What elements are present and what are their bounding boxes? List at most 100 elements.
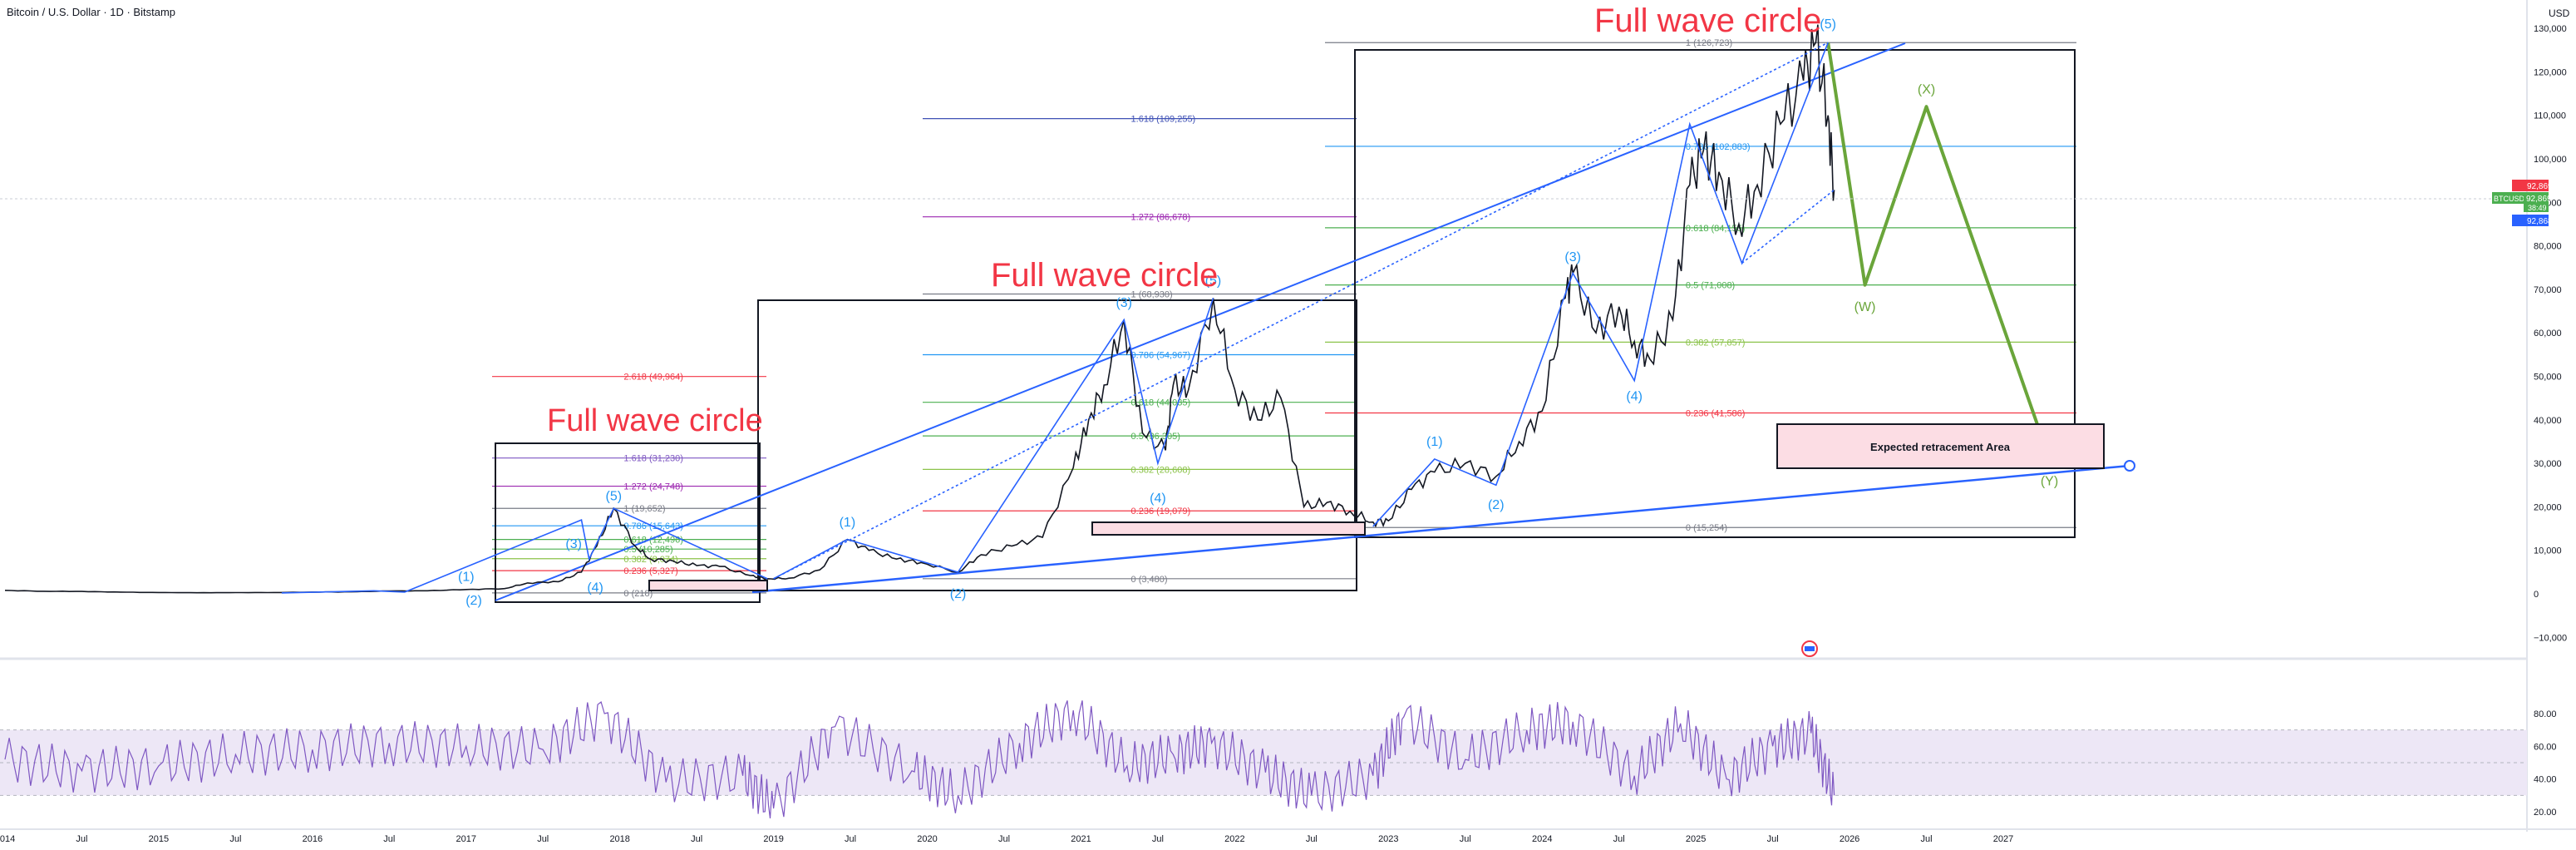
price-tick-label: 10,000 (2534, 546, 2562, 556)
fib-level-label: 0 (15,254) (1686, 523, 1727, 533)
fib-level-label: 1.272 (86,678) (1131, 213, 1191, 223)
wave-boxes[interactable] (495, 49, 2076, 603)
fib-level-label: 1 (126,723) (1686, 38, 1732, 48)
time-tick-label: Jul (537, 834, 549, 844)
wave-path[interactable] (1372, 42, 1829, 527)
price-tick-label: 130,000 (2534, 24, 2567, 34)
wave-label-4: (4) (1150, 492, 1166, 506)
wave-labels: (1) (2) (3) (4) (5) (1) (2) (3) (4) (5) (1) (2) (3) (… (458, 17, 2058, 608)
price-tick-label: 0 (2534, 590, 2539, 600)
wave-label-2: (2) (950, 587, 967, 601)
wave-label-4: (4) (587, 581, 603, 595)
time-tick-label: Jul (1152, 834, 1164, 844)
time-tick-label: Jul (1460, 834, 1471, 844)
time-tick-label: 2022 (1224, 834, 1244, 844)
ask-badge: 92,869 (2512, 180, 2553, 191)
rsi-tick-label: 40.00 (2534, 775, 2557, 785)
wave-label-2: (2) (465, 594, 482, 608)
rsi-tick-label: 80.00 (2534, 709, 2557, 719)
fib-level-label: 0.5 (71,008) (1686, 281, 1735, 291)
wave-label-3: (3) (1564, 250, 1581, 264)
wave-paths[interactable] (281, 42, 1835, 594)
time-tick-label: 2019 (763, 834, 783, 844)
time-tick-label: Jul (1306, 834, 1318, 844)
price-tick-label: 110,000 (2534, 111, 2566, 121)
wave-label-3: (3) (565, 537, 582, 551)
svg-text:92,869: 92,869 (2526, 195, 2552, 204)
event-flag-icon[interactable] (1801, 640, 1818, 657)
fib-level-label: 2.618 (49,964) (623, 373, 683, 383)
axes: 130,000120,000110,000100,00090,00080,000… (0, 24, 2567, 844)
projection-label-y: (Y) (2041, 474, 2058, 488)
price-tick-label: 100,000 (2534, 155, 2567, 165)
projection-label-x: (X) (1918, 83, 1935, 97)
fib-level-label: 0.236 (19,079) (1131, 507, 1191, 516)
projection-path[interactable] (1826, 42, 2051, 460)
fib-level-label: 1.618 (109,255) (1131, 115, 1196, 125)
wave-box[interactable] (757, 299, 1357, 591)
time-tick-label: 2014 (0, 834, 15, 844)
wave-box[interactable] (1354, 49, 2076, 538)
wave-label-5: (5) (1820, 17, 1836, 32)
time-tick-label: Jul (691, 834, 702, 844)
wave-label-1: (1) (1426, 435, 1443, 449)
symbol-title[interactable]: Bitcoin / U.S. Dollar · 1D · Bitstamp (7, 6, 175, 18)
time-tick-label: 2018 (609, 834, 629, 844)
price-series (4, 24, 2051, 594)
price-tick-label: 40,000 (2534, 416, 2562, 426)
wave-title-3[interactable]: Full wave circle (1594, 2, 1821, 39)
time-tick-label: 2021 (1071, 834, 1091, 844)
price-tick-label: 50,000 (2534, 373, 2562, 383)
main-pane[interactable] (0, 0, 2527, 657)
projection-label-w: (W) (1854, 300, 1876, 314)
trendline-handle[interactable] (2124, 460, 2135, 472)
price-line (4, 24, 1835, 594)
svg-text:38:49: 38:49 (2528, 204, 2547, 212)
fib-level-label: 0.786 (102,883) (1686, 142, 1751, 152)
retracement-area-label: Expected retracement Area (1870, 441, 2011, 453)
lower-trend-line[interactable] (751, 464, 2130, 594)
upper-trend-line[interactable] (495, 42, 1906, 601)
time-tick-label: Jul (998, 834, 1010, 844)
wave-label-4: (4) (1626, 389, 1643, 403)
wave-label-5: (5) (1205, 274, 1222, 289)
currency-label[interactable]: USD (2549, 7, 2570, 19)
wave-title-1[interactable]: Full wave circle (547, 403, 763, 438)
support-zone-1[interactable] (648, 580, 768, 591)
time-tick-label: 2017 (456, 834, 476, 844)
wave-label-5: (5) (606, 490, 623, 504)
time-tick-label: 2016 (303, 834, 323, 844)
time-tick-label: 2026 (1840, 834, 1859, 844)
fib-level-label: 0.786 (54,967) (1131, 351, 1191, 361)
price-tick-label: 70,000 (2534, 285, 2562, 295)
time-tick-label: Jul (1921, 834, 1933, 844)
fib-level-label: 0.618 (44,035) (1131, 398, 1191, 408)
fib-level-label: 1 (68,930) (1131, 289, 1173, 299)
time-tick-label: 2023 (1378, 834, 1398, 844)
price-tick-label: 30,000 (2534, 459, 2562, 469)
fib-level-label: 0.236 (41,586) (1686, 409, 1746, 419)
wave-title-2[interactable]: Full wave circle (991, 257, 1218, 294)
bid-badge: 92,868 (2512, 215, 2553, 226)
retracement-area-box[interactable] (1776, 423, 2105, 469)
fib-level-label: 1.618 (31,230) (623, 454, 683, 464)
rsi-indicator (0, 700, 2527, 818)
rsi-tick-label: 60.00 (2534, 742, 2557, 752)
rsi-line (4, 700, 1835, 818)
price-tick-label: 20,000 (2534, 502, 2562, 512)
price-tick-label: 120,000 (2534, 67, 2567, 77)
time-tick-label: 2020 (917, 834, 937, 844)
last-price-badge: BTCUSD 92,869 38:49 (2492, 192, 2552, 212)
wave-path[interactable] (281, 507, 768, 594)
fib-level-label: 0.236 (5,327) (623, 566, 677, 576)
time-tick-label: Jul (383, 834, 395, 844)
fibonacci-levels[interactable]: 2.618 (49,964) 1.618 (31,230) 1.272 (24,74… (492, 38, 2076, 599)
fib-level-label: 0 (218) (623, 589, 653, 599)
wave-path[interactable] (773, 298, 1214, 580)
wave-label-2: (2) (1488, 498, 1505, 512)
trend-lines[interactable] (495, 42, 2130, 601)
support-zone-2[interactable] (1091, 521, 1366, 536)
time-tick-label: Jul (1613, 834, 1625, 844)
time-tick-label: Jul (229, 834, 241, 844)
wave-box[interactable] (495, 442, 761, 603)
